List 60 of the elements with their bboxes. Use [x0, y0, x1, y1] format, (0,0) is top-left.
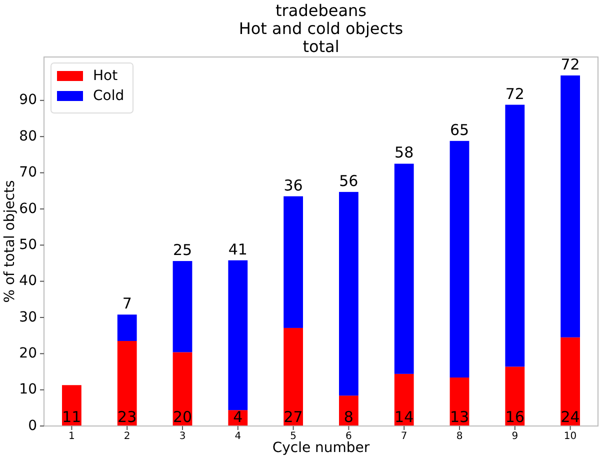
x-tick-label: 10 [564, 431, 577, 442]
x-tick-label: 5 [290, 431, 296, 442]
legend-label: Hot [93, 68, 118, 84]
y-tick-label: 30 [19, 309, 37, 326]
data-label: 4 [233, 408, 243, 426]
x-tick-label: 9 [512, 431, 518, 442]
y-tick-label: 20 [19, 345, 37, 362]
legend-label: Cold [93, 88, 124, 104]
bar [117, 340, 137, 426]
chart-title: tradebeans Hot and cold objects total [238, 1, 404, 56]
bar [62, 385, 82, 426]
x-tick-label: 8 [456, 431, 463, 442]
bar [284, 196, 303, 328]
y-tick-label: 70 [19, 164, 37, 181]
x-tick-label: 2 [124, 431, 130, 442]
bar [339, 192, 358, 396]
data-label: 16 [505, 408, 524, 426]
data-label: 36 [284, 176, 303, 194]
data-label: 7 [122, 294, 132, 313]
bar [228, 260, 248, 410]
bar [172, 261, 192, 352]
data-label: 11 [62, 408, 82, 426]
data-label: 56 [339, 172, 358, 190]
bar [172, 352, 192, 426]
bar [505, 104, 525, 367]
x-tick-label: 6 [346, 431, 352, 442]
data-label: 25 [172, 241, 192, 260]
y-tick-label: 0 [28, 418, 37, 434]
data-label: 14 [394, 408, 414, 426]
x-axis-title: Cycle number [272, 440, 370, 456]
y-tick-label: 80 [19, 128, 37, 144]
data-label: 20 [172, 408, 192, 426]
data-label: 58 [394, 144, 414, 162]
y-tick-label: 60 [19, 200, 37, 217]
bar [450, 140, 470, 378]
x-tick-label: 3 [179, 431, 186, 442]
y-tick-label: 50 [19, 236, 37, 253]
data-label: 8 [344, 408, 354, 426]
data-label: 24 [560, 408, 580, 426]
bar [394, 164, 414, 374]
bar [505, 366, 525, 426]
data-label: 27 [284, 408, 303, 426]
data-label: 65 [450, 120, 470, 139]
bar [117, 314, 137, 341]
x-tick-label: 4 [234, 431, 242, 442]
y-axis-title: % of total objects [2, 180, 18, 303]
data-label: 72 [505, 84, 524, 103]
bar [394, 374, 414, 426]
x-tick-label: 1 [68, 431, 75, 442]
y-tick-label: 90 [19, 92, 37, 108]
y-tick-label: 10 [19, 382, 37, 398]
data-label: 13 [450, 408, 470, 426]
bar [284, 328, 303, 426]
data-label: 41 [228, 240, 248, 258]
y-tick-label: 40 [19, 273, 37, 290]
data-label: 72 [560, 55, 580, 74]
bar [560, 75, 580, 338]
x-tick-label: 7 [400, 431, 408, 442]
bar [560, 337, 580, 426]
data-label: 23 [118, 408, 137, 426]
